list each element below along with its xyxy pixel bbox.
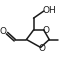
Text: O: O	[0, 27, 7, 36]
Text: OH: OH	[43, 6, 57, 15]
Text: O: O	[39, 44, 46, 53]
Text: O: O	[43, 26, 50, 35]
